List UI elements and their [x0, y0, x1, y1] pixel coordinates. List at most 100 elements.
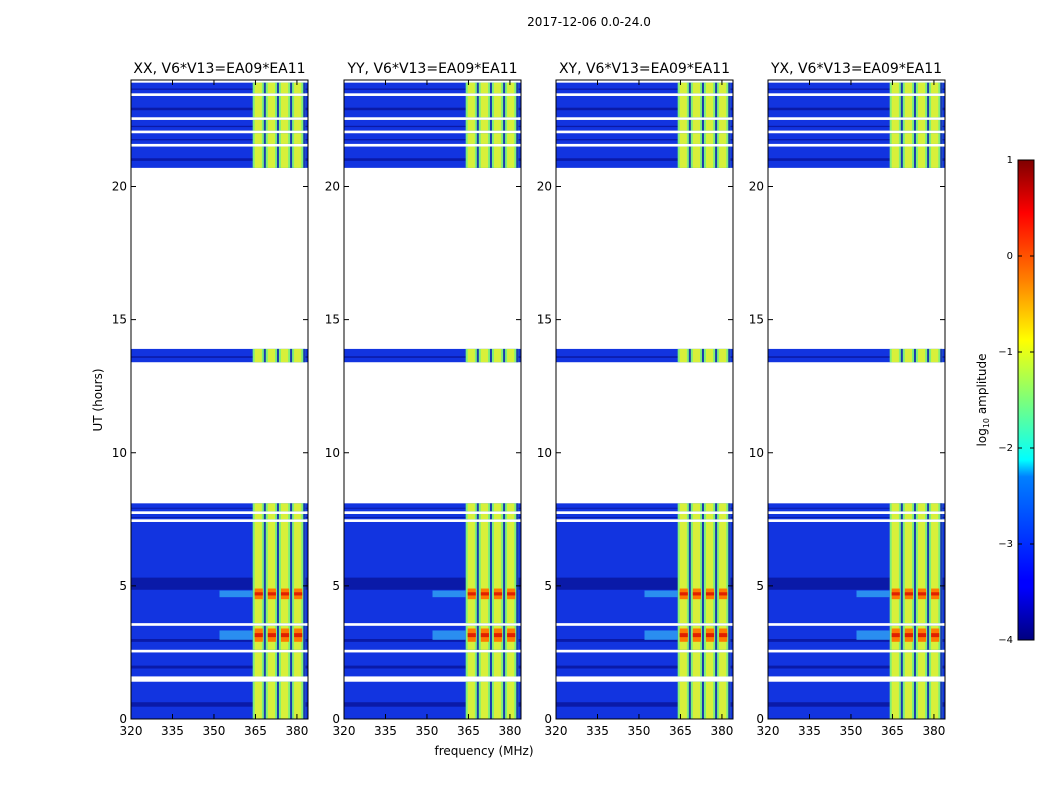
rfi-channel-gap — [940, 625, 943, 650]
rfi-subchannel — [493, 95, 502, 118]
rfi-channel-gap — [516, 133, 519, 144]
rfi-subchannel — [280, 348, 289, 363]
rfi-channel-gap — [688, 82, 691, 94]
rfi-channel-gap — [940, 681, 943, 719]
rfi-channel-gap — [303, 95, 306, 118]
data-block — [556, 513, 733, 520]
rfi-subchannel — [467, 513, 475, 520]
data-streak — [768, 702, 945, 707]
bright-row-core — [294, 592, 303, 596]
rfi-subchannel — [917, 348, 926, 363]
rfi-channel-gap — [303, 681, 306, 719]
y-tick-label: 0 — [332, 712, 340, 726]
data-block — [768, 82, 945, 94]
rfi-channel-gap — [290, 348, 293, 363]
rfi-channel-gap — [516, 503, 519, 512]
rfi-subchannel — [705, 133, 714, 144]
rfi-subchannel — [904, 95, 913, 118]
rfi-channel-gap — [489, 625, 492, 650]
bright-row-core — [493, 633, 503, 638]
x-tick-label: 350 — [416, 724, 439, 738]
rfi-subchannel — [904, 133, 913, 144]
data-streak — [344, 665, 521, 669]
rfi-subchannel — [507, 513, 515, 520]
rfi-channel-gap — [728, 513, 731, 520]
rfi-subchannel — [917, 133, 926, 144]
rfi-subchannel — [254, 521, 262, 624]
data-block — [344, 119, 521, 131]
rfi-subchannel — [267, 513, 276, 520]
rfi-channel-gap — [516, 652, 519, 677]
data-streak — [768, 356, 945, 358]
rfi-channel-gap — [516, 521, 519, 624]
rfi-channel-gap — [476, 513, 479, 520]
rfi-subchannel — [917, 119, 926, 131]
rfi-subchannel — [267, 133, 276, 144]
data-streak — [556, 125, 733, 128]
rfi-channel-gap — [303, 82, 306, 94]
rfi-subchannel — [719, 82, 727, 94]
data-streak — [768, 507, 945, 509]
rfi-subchannel — [891, 521, 899, 624]
rfi-subchannel — [719, 348, 727, 363]
rfi-subchannel — [679, 119, 687, 131]
rfi-subchannel — [493, 681, 502, 719]
rfi-subchannel — [493, 652, 502, 677]
rfi-subchannel — [294, 681, 302, 719]
x-tick-label: 320 — [545, 724, 568, 738]
rfi-subchannel — [705, 119, 714, 131]
rfi-subchannel — [931, 119, 939, 131]
rfi-channel-gap — [927, 503, 930, 512]
smear — [644, 590, 678, 598]
y-tick-label: 15 — [537, 313, 552, 327]
rfi-subchannel — [719, 133, 727, 144]
rfi-channel-gap — [940, 146, 943, 168]
rfi-subchannel — [507, 521, 515, 624]
rfi-channel-gap — [503, 146, 506, 168]
bright-row-core — [467, 633, 476, 638]
rfi-channel-gap — [503, 82, 506, 94]
colorbar-gradient — [1017, 159, 1035, 641]
rfi-channel-gap — [276, 503, 279, 512]
rfi-channel-gap — [913, 146, 916, 168]
rfi-channel-gap — [263, 146, 266, 168]
rfi-channel-gap — [701, 652, 704, 677]
rfi-channel-gap — [263, 681, 266, 719]
rfi-channel-gap — [900, 146, 903, 168]
bright-row-core — [705, 592, 715, 596]
panel-frame — [343, 79, 522, 720]
rfi-channel-gap — [688, 348, 691, 363]
rfi-channel-gap — [927, 513, 930, 520]
y-axis-label: UT (hours) — [91, 368, 105, 431]
rfi-channel-gap — [715, 652, 718, 677]
panel-background — [556, 80, 733, 719]
bright-row-core — [917, 592, 927, 596]
rfi-channel-gap — [503, 521, 506, 624]
rfi-channel-gap — [290, 503, 293, 512]
data-streak — [768, 158, 945, 161]
rfi-subchannel — [904, 521, 913, 624]
x-tick-label: 380 — [498, 724, 521, 738]
rfi-subchannel — [719, 513, 727, 520]
rfi-channel-gap — [489, 681, 492, 719]
rfi-subchannel — [719, 521, 727, 624]
rfi-subchannel — [294, 348, 302, 363]
rfi-channel-gap — [503, 625, 506, 650]
data-streak — [768, 107, 945, 111]
rfi-channel-gap — [728, 625, 731, 650]
rfi-channel-gap — [263, 348, 266, 363]
x-tick-label: 350 — [840, 724, 863, 738]
rfi-subchannel — [280, 503, 289, 512]
rfi-channel-gap — [940, 521, 943, 624]
rfi-channel-gap — [503, 503, 506, 512]
data-block — [131, 513, 308, 520]
panel-title: YX, V6*V13=EA09*EA11 — [770, 61, 942, 77]
rfi-subchannel — [705, 652, 714, 677]
rfi-channel-gap — [913, 95, 916, 118]
rfi-channel-gap — [503, 119, 506, 131]
rfi-subchannel — [931, 133, 939, 144]
data-streak — [131, 107, 308, 111]
rfi-subchannel — [280, 521, 289, 624]
rfi-channel-gap — [489, 503, 492, 512]
rfi-subchannel — [891, 652, 899, 677]
